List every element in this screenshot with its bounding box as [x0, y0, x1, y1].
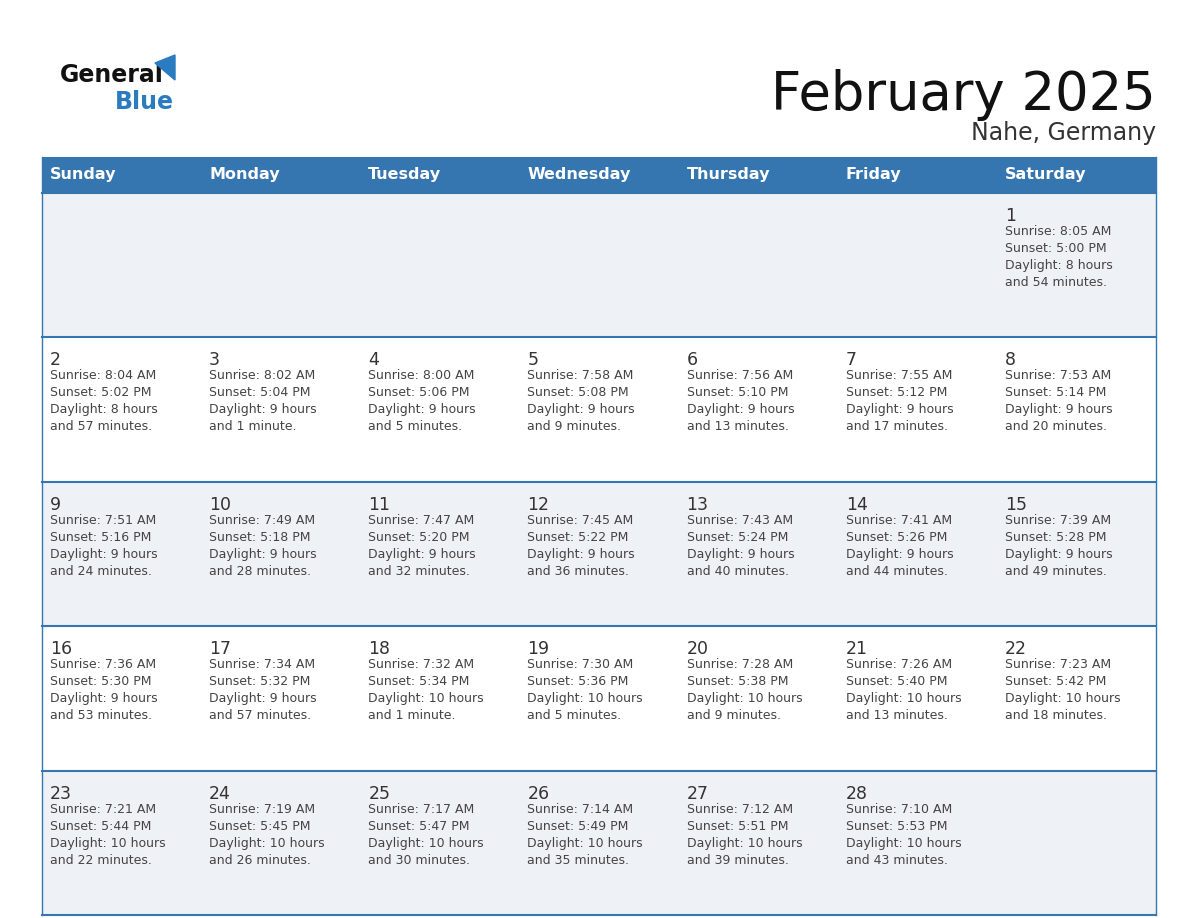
- Text: Sunrise: 7:26 AM
Sunset: 5:40 PM
Daylight: 10 hours
and 13 minutes.: Sunrise: 7:26 AM Sunset: 5:40 PM Dayligh…: [846, 658, 961, 722]
- Text: 19: 19: [527, 640, 550, 658]
- Text: Sunrise: 8:00 AM
Sunset: 5:06 PM
Daylight: 9 hours
and 5 minutes.: Sunrise: 8:00 AM Sunset: 5:06 PM Dayligh…: [368, 369, 476, 433]
- Text: 16: 16: [50, 640, 72, 658]
- Text: 15: 15: [1005, 496, 1026, 514]
- Text: 22: 22: [1005, 640, 1026, 658]
- Text: Blue: Blue: [115, 90, 173, 114]
- Text: Sunrise: 7:56 AM
Sunset: 5:10 PM
Daylight: 9 hours
and 13 minutes.: Sunrise: 7:56 AM Sunset: 5:10 PM Dayligh…: [687, 369, 795, 433]
- Text: 10: 10: [209, 496, 232, 514]
- Text: Sunrise: 7:41 AM
Sunset: 5:26 PM
Daylight: 9 hours
and 44 minutes.: Sunrise: 7:41 AM Sunset: 5:26 PM Dayligh…: [846, 514, 953, 577]
- Text: 11: 11: [368, 496, 391, 514]
- Text: Sunrise: 7:53 AM
Sunset: 5:14 PM
Daylight: 9 hours
and 20 minutes.: Sunrise: 7:53 AM Sunset: 5:14 PM Dayligh…: [1005, 369, 1112, 433]
- Text: 2: 2: [50, 352, 61, 369]
- Text: Sunrise: 7:39 AM
Sunset: 5:28 PM
Daylight: 9 hours
and 49 minutes.: Sunrise: 7:39 AM Sunset: 5:28 PM Dayligh…: [1005, 514, 1112, 577]
- Text: Sunrise: 7:49 AM
Sunset: 5:18 PM
Daylight: 9 hours
and 28 minutes.: Sunrise: 7:49 AM Sunset: 5:18 PM Dayligh…: [209, 514, 317, 577]
- FancyBboxPatch shape: [42, 770, 1156, 915]
- Text: Sunrise: 7:47 AM
Sunset: 5:20 PM
Daylight: 9 hours
and 32 minutes.: Sunrise: 7:47 AM Sunset: 5:20 PM Dayligh…: [368, 514, 476, 577]
- Text: Monday: Monday: [209, 167, 279, 183]
- Text: Saturday: Saturday: [1005, 167, 1086, 183]
- Text: Sunrise: 8:04 AM
Sunset: 5:02 PM
Daylight: 8 hours
and 57 minutes.: Sunrise: 8:04 AM Sunset: 5:02 PM Dayligh…: [50, 369, 158, 433]
- Text: Sunrise: 7:23 AM
Sunset: 5:42 PM
Daylight: 10 hours
and 18 minutes.: Sunrise: 7:23 AM Sunset: 5:42 PM Dayligh…: [1005, 658, 1120, 722]
- Text: 25: 25: [368, 785, 391, 802]
- Text: 14: 14: [846, 496, 867, 514]
- Text: 28: 28: [846, 785, 867, 802]
- Text: 17: 17: [209, 640, 232, 658]
- Text: 20: 20: [687, 640, 708, 658]
- Text: Friday: Friday: [846, 167, 902, 183]
- Text: 27: 27: [687, 785, 708, 802]
- FancyBboxPatch shape: [42, 626, 1156, 770]
- Text: Sunrise: 7:28 AM
Sunset: 5:38 PM
Daylight: 10 hours
and 9 minutes.: Sunrise: 7:28 AM Sunset: 5:38 PM Dayligh…: [687, 658, 802, 722]
- Text: 23: 23: [50, 785, 72, 802]
- Text: Sunrise: 7:12 AM
Sunset: 5:51 PM
Daylight: 10 hours
and 39 minutes.: Sunrise: 7:12 AM Sunset: 5:51 PM Dayligh…: [687, 802, 802, 867]
- Text: 13: 13: [687, 496, 708, 514]
- Text: Sunrise: 7:14 AM
Sunset: 5:49 PM
Daylight: 10 hours
and 35 minutes.: Sunrise: 7:14 AM Sunset: 5:49 PM Dayligh…: [527, 802, 643, 867]
- Text: Sunrise: 7:30 AM
Sunset: 5:36 PM
Daylight: 10 hours
and 5 minutes.: Sunrise: 7:30 AM Sunset: 5:36 PM Dayligh…: [527, 658, 643, 722]
- Text: Sunrise: 7:21 AM
Sunset: 5:44 PM
Daylight: 10 hours
and 22 minutes.: Sunrise: 7:21 AM Sunset: 5:44 PM Dayligh…: [50, 802, 165, 867]
- Text: 7: 7: [846, 352, 857, 369]
- Text: 1: 1: [1005, 207, 1016, 225]
- Text: Nahe, Germany: Nahe, Germany: [971, 121, 1156, 145]
- Text: Sunrise: 7:34 AM
Sunset: 5:32 PM
Daylight: 9 hours
and 57 minutes.: Sunrise: 7:34 AM Sunset: 5:32 PM Dayligh…: [209, 658, 317, 722]
- FancyBboxPatch shape: [42, 482, 1156, 626]
- Text: 24: 24: [209, 785, 230, 802]
- Text: Sunrise: 7:36 AM
Sunset: 5:30 PM
Daylight: 9 hours
and 53 minutes.: Sunrise: 7:36 AM Sunset: 5:30 PM Dayligh…: [50, 658, 158, 722]
- Text: Sunrise: 7:51 AM
Sunset: 5:16 PM
Daylight: 9 hours
and 24 minutes.: Sunrise: 7:51 AM Sunset: 5:16 PM Dayligh…: [50, 514, 158, 577]
- Text: Sunrise: 7:58 AM
Sunset: 5:08 PM
Daylight: 9 hours
and 9 minutes.: Sunrise: 7:58 AM Sunset: 5:08 PM Dayligh…: [527, 369, 636, 433]
- Text: 21: 21: [846, 640, 867, 658]
- FancyBboxPatch shape: [42, 157, 1156, 193]
- Text: General: General: [61, 63, 164, 87]
- Text: Sunday: Sunday: [50, 167, 116, 183]
- Text: 18: 18: [368, 640, 391, 658]
- Text: 26: 26: [527, 785, 550, 802]
- Text: Sunrise: 7:32 AM
Sunset: 5:34 PM
Daylight: 10 hours
and 1 minute.: Sunrise: 7:32 AM Sunset: 5:34 PM Dayligh…: [368, 658, 484, 722]
- FancyBboxPatch shape: [42, 338, 1156, 482]
- Text: Wednesday: Wednesday: [527, 167, 631, 183]
- Text: 6: 6: [687, 352, 697, 369]
- Text: 3: 3: [209, 352, 220, 369]
- Text: Tuesday: Tuesday: [368, 167, 442, 183]
- Text: 5: 5: [527, 352, 538, 369]
- Text: 8: 8: [1005, 352, 1016, 369]
- Text: 9: 9: [50, 496, 61, 514]
- Text: Sunrise: 8:05 AM
Sunset: 5:00 PM
Daylight: 8 hours
and 54 minutes.: Sunrise: 8:05 AM Sunset: 5:00 PM Dayligh…: [1005, 225, 1113, 289]
- Text: Sunrise: 7:17 AM
Sunset: 5:47 PM
Daylight: 10 hours
and 30 minutes.: Sunrise: 7:17 AM Sunset: 5:47 PM Dayligh…: [368, 802, 484, 867]
- Text: 12: 12: [527, 496, 549, 514]
- Text: Thursday: Thursday: [687, 167, 770, 183]
- Text: February 2025: February 2025: [771, 69, 1156, 121]
- Text: Sunrise: 8:02 AM
Sunset: 5:04 PM
Daylight: 9 hours
and 1 minute.: Sunrise: 8:02 AM Sunset: 5:04 PM Dayligh…: [209, 369, 317, 433]
- Text: Sunrise: 7:43 AM
Sunset: 5:24 PM
Daylight: 9 hours
and 40 minutes.: Sunrise: 7:43 AM Sunset: 5:24 PM Dayligh…: [687, 514, 795, 577]
- Text: Sunrise: 7:10 AM
Sunset: 5:53 PM
Daylight: 10 hours
and 43 minutes.: Sunrise: 7:10 AM Sunset: 5:53 PM Dayligh…: [846, 802, 961, 867]
- FancyBboxPatch shape: [42, 193, 1156, 338]
- Polygon shape: [154, 55, 175, 80]
- Text: Sunrise: 7:55 AM
Sunset: 5:12 PM
Daylight: 9 hours
and 17 minutes.: Sunrise: 7:55 AM Sunset: 5:12 PM Dayligh…: [846, 369, 953, 433]
- Text: 4: 4: [368, 352, 379, 369]
- Text: Sunrise: 7:45 AM
Sunset: 5:22 PM
Daylight: 9 hours
and 36 minutes.: Sunrise: 7:45 AM Sunset: 5:22 PM Dayligh…: [527, 514, 636, 577]
- Text: Sunrise: 7:19 AM
Sunset: 5:45 PM
Daylight: 10 hours
and 26 minutes.: Sunrise: 7:19 AM Sunset: 5:45 PM Dayligh…: [209, 802, 324, 867]
